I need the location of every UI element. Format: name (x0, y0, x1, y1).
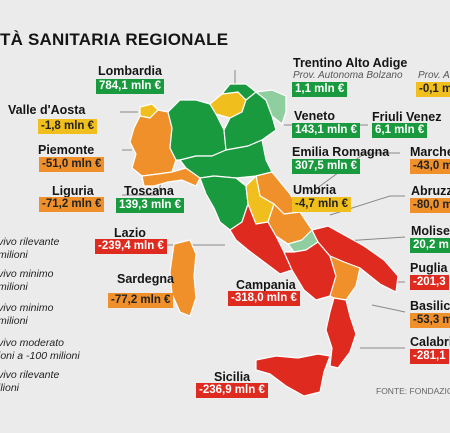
leader-marche (311, 152, 400, 193)
legend-text: vivo minimo milioni (0, 302, 54, 327)
sub-trento: Prov. Au (418, 70, 450, 81)
legend-text: vivo rilevante ilioni (0, 369, 60, 394)
region-sardegna (169, 239, 197, 317)
region-liguria (141, 167, 201, 187)
legend-item: vivo moderato ioni a -100 milioni (0, 337, 80, 362)
region-toscana (199, 175, 249, 231)
label-molise: Molise (411, 224, 450, 238)
value-veneto: 143,1 mln € (292, 123, 361, 138)
value-sicilia: -236,9 mln € (196, 383, 268, 398)
value-lombardia: 784,1 mln € (96, 79, 165, 94)
value-puglia: -201,3 (410, 275, 449, 290)
label-sicilia: Sicilia (214, 370, 251, 384)
leader-basilicata (371, 304, 406, 313)
label-basilicata: Basilic (410, 299, 450, 313)
legend-text: vivo rilevante milioni (0, 236, 60, 261)
value-molise: 20,2 m (410, 238, 450, 253)
value-friuli: 6,1 mln € (372, 123, 428, 138)
label-calabria: Calabri (410, 335, 450, 349)
value-campania: -318,0 mln € (228, 291, 300, 306)
region-veneto (223, 91, 277, 151)
value-trento: -0,1 m (416, 82, 450, 97)
value-liguria: -71,2 mln € (39, 197, 105, 212)
value-piemonte: -51,0 mln € (39, 157, 105, 172)
legend-text: vivo minimo milioni (0, 268, 54, 293)
legend-item: vivo minimo milioni (0, 268, 53, 293)
label-piemonte: Piemonte (38, 143, 95, 157)
label-marche: Marche (410, 145, 450, 159)
label-puglia: Puglia (410, 261, 448, 275)
value-abruzzo: -80,0 m (410, 198, 450, 213)
page-title: TÀ SANITARIA REGIONALE (0, 30, 229, 49)
value-trentino: 1,1 mln € (292, 82, 348, 97)
label-friuli: Friuli Venez (372, 110, 442, 124)
label-lazio: Lazio (114, 226, 146, 240)
label-abruzzo: Abruzz (411, 184, 450, 198)
value-emilia: 307,5 mln € (292, 159, 361, 174)
label-liguria: Liguria (52, 184, 94, 198)
label-umbria: Umbria (293, 183, 337, 197)
label-campania: Campania (236, 278, 296, 292)
label-sardegna: Sardegna (117, 272, 174, 286)
region-calabria (325, 297, 357, 369)
label-lombardia: Lombardia (98, 64, 162, 78)
value-calabria: -281,1 (410, 349, 449, 364)
source-credit: FONTE: FONDAZIO (376, 386, 450, 396)
label-toscana: Toscana (124, 184, 174, 198)
region-friuli (255, 89, 287, 125)
label-valle-aosta: Valle d'Aosta (8, 103, 86, 117)
value-lazio: -239,4 mln € (95, 239, 167, 254)
label-trentino: Trentino Alto Adige (293, 56, 408, 70)
region-piemonte (129, 109, 177, 177)
value-basilicata: -53,3 m (410, 313, 450, 328)
value-valle-aosta: -1,8 mln € (38, 119, 98, 134)
value-sardegna: -77,2 mln € (108, 293, 174, 308)
value-toscana: 139,3 mln € (116, 198, 185, 213)
legend-text: vivo moderato ioni a -100 milioni (0, 337, 80, 362)
label-emilia: Emilia Romagna (292, 145, 390, 159)
legend-item: vivo rilevante ilioni (0, 369, 59, 394)
region-sicilia (255, 353, 331, 397)
sub-bolzano: Prov. Autonoma Bolzano (293, 70, 403, 81)
legend-item: vivo rilevante milioni (0, 236, 59, 261)
label-veneto: Veneto (294, 109, 335, 123)
value-marche: -43,0 m (410, 159, 450, 174)
value-umbria: -4,7 mln € (292, 197, 352, 212)
legend-item: vivo minimo milioni (0, 302, 53, 327)
